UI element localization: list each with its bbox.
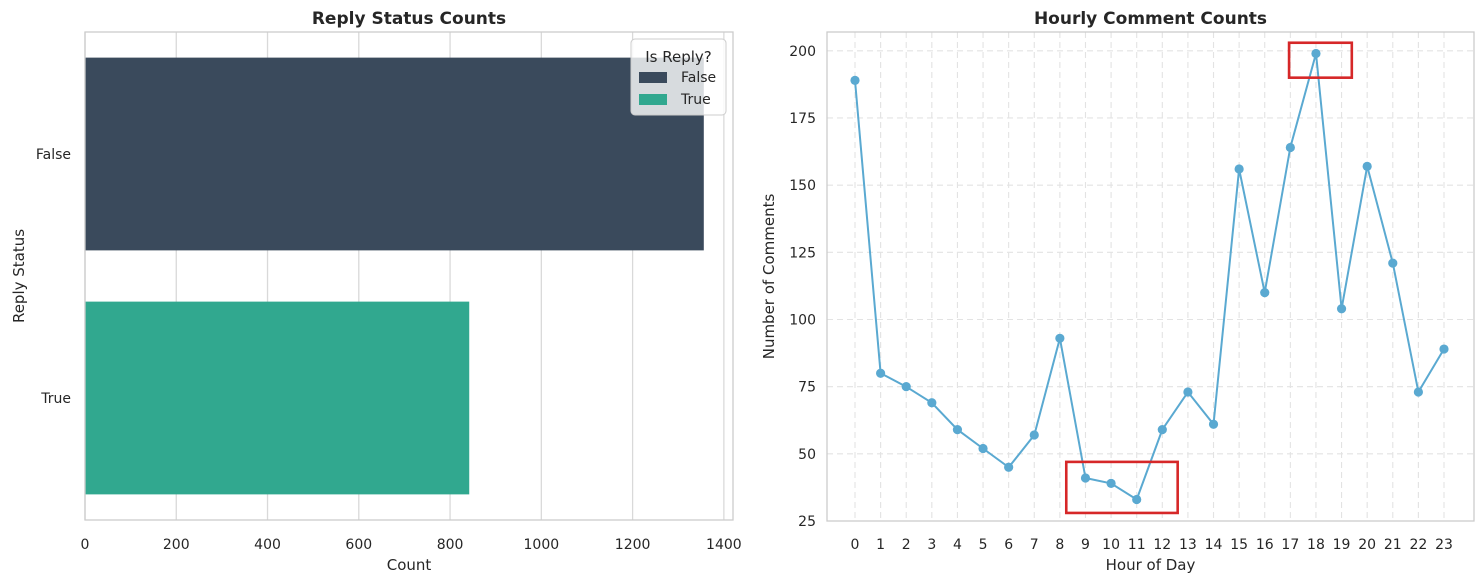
line-plot-area [827, 32, 1474, 521]
line-data-point [850, 75, 860, 85]
bar-x-tick-label: 800 [437, 537, 464, 553]
line-data-point [1106, 478, 1116, 488]
line-data-point [1055, 333, 1065, 343]
line-chart-title: Hourly Comment Counts [1034, 9, 1267, 29]
line-data-point [1080, 473, 1091, 483]
line-x-tick-label: 6 [1004, 537, 1013, 553]
line-x-tick-label: 7 [1030, 537, 1039, 553]
line-x-tick-label: 20 [1358, 537, 1376, 553]
bar-true [85, 301, 470, 495]
bar-x-tick-label: 400 [254, 537, 281, 553]
line-data-point [952, 425, 963, 435]
line-y-axis-label: Number of Comments [760, 194, 778, 360]
line-y-tick-label: 50 [798, 447, 816, 463]
bar-x-tick-label: 1400 [706, 537, 742, 553]
line-data-point [1260, 288, 1270, 298]
bar-legend-label: True [680, 92, 711, 108]
line-series-path [854, 53, 1445, 502]
line-plot-frame [826, 31, 1475, 522]
line-x-tick-label: 8 [1055, 537, 1064, 553]
line-x-tick-label: 13 [1179, 537, 1197, 553]
line-x-tick-label: 9 [1081, 537, 1090, 553]
bar-x-axis-label: Count [387, 556, 432, 574]
bar-legend-swatch [639, 72, 667, 83]
line-data-point [1183, 387, 1193, 397]
line-data-point [1004, 462, 1014, 472]
bar-category-label: False [36, 147, 71, 163]
line-data-point [876, 368, 886, 378]
line-x-tick-label: 16 [1256, 537, 1274, 553]
line-y-tick-label: 175 [789, 111, 816, 127]
line-x-tick-label: 22 [1409, 537, 1427, 553]
line-y-tick-label: 150 [789, 178, 816, 194]
bar-legend-title: Is Reply? [645, 48, 712, 66]
line-x-tick-label: 0 [851, 537, 860, 553]
bar-x-tick-label: 600 [345, 537, 372, 553]
line-data-point [1132, 494, 1142, 505]
bar-false [85, 57, 704, 251]
line-x-tick-label: 21 [1384, 537, 1402, 553]
bar-category-label: True [40, 391, 71, 407]
line-x-tick-label: 14 [1205, 537, 1223, 553]
line-data-point [1311, 48, 1321, 59]
line-x-axis-label: Hour of Day [1106, 556, 1196, 574]
bar-x-tick-label: 1200 [615, 537, 651, 553]
line-data-point [1029, 430, 1039, 440]
line-data-point [1362, 161, 1372, 171]
line-data-point [1413, 387, 1423, 397]
line-data-point [1285, 142, 1295, 153]
line-data-point [1439, 344, 1449, 354]
line-y-tick-label: 200 [789, 44, 816, 60]
line-data-point [978, 443, 988, 454]
line-data-point [1157, 425, 1167, 435]
highlight-box [1287, 41, 1354, 79]
line-y-tick-label: 75 [798, 380, 816, 396]
line-x-tick-label: 5 [979, 537, 988, 553]
bar-plot-frame [84, 31, 734, 521]
bar-legend-swatch [639, 94, 667, 105]
line-data-point [1234, 164, 1244, 174]
highlight-box [1064, 460, 1179, 515]
line-x-tick-label: 12 [1153, 537, 1171, 553]
line-x-tick-label: 3 [927, 537, 936, 553]
line-x-tick-label: 4 [953, 537, 962, 553]
line-x-tick-label: 23 [1435, 537, 1453, 553]
bar-x-tick-label: 1000 [524, 537, 560, 553]
bar-x-tick-label: 200 [163, 537, 190, 553]
bar-chart-title: Reply Status Counts [312, 9, 506, 29]
line-x-tick-label: 15 [1230, 537, 1248, 553]
line-y-tick-label: 25 [798, 514, 816, 530]
line-data-point [1336, 304, 1347, 314]
line-x-tick-label: 2 [902, 537, 911, 553]
line-x-tick-label: 10 [1102, 537, 1120, 553]
bar-y-axis-label: Reply Status [10, 229, 28, 323]
line-y-tick-label: 100 [789, 312, 816, 328]
line-x-tick-label: 18 [1307, 537, 1325, 553]
line-x-tick-label: 17 [1281, 537, 1299, 553]
bar-x-tick-label: 0 [81, 537, 90, 553]
line-x-tick-label: 11 [1128, 537, 1146, 553]
line-x-tick-label: 19 [1333, 537, 1351, 553]
line-y-tick-label: 125 [789, 245, 816, 261]
line-data-point [1208, 419, 1219, 429]
line-x-tick-label: 1 [876, 537, 885, 553]
bar-legend-label: False [681, 70, 716, 86]
line-data-point [927, 398, 937, 408]
line-data-point [1388, 258, 1398, 268]
line-data-point [901, 382, 911, 392]
